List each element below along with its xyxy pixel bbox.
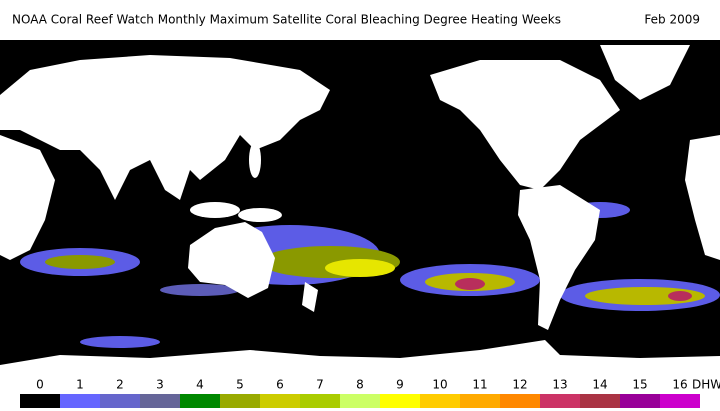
legend-swatch <box>660 394 700 408</box>
legend-label: 15 <box>632 378 647 392</box>
title: NOAA Coral Reef Watch Monthly Maximum Sa… <box>12 13 561 27</box>
legend-label: 6 <box>276 378 284 392</box>
legend-swatch <box>220 394 260 408</box>
legend-label: 8 <box>356 378 364 392</box>
legend-swatch <box>20 394 60 408</box>
legend-label: 16 <box>672 378 687 392</box>
legend-swatch <box>620 394 660 408</box>
legend-swatch <box>540 394 580 408</box>
legend-label: 14 <box>592 378 607 392</box>
legend-swatch <box>460 394 500 408</box>
legend-swatch <box>340 394 380 408</box>
legend-swatch <box>380 394 420 408</box>
legend-swatch <box>420 394 460 408</box>
legend-label: 0 <box>36 378 44 392</box>
legend-swatch <box>300 394 340 408</box>
legend-swatch <box>60 394 100 408</box>
legend-label: 5 <box>236 378 244 392</box>
legend-swatch <box>100 394 140 408</box>
map <box>0 40 720 375</box>
legend-swatch <box>260 394 300 408</box>
date: Feb 2009 <box>644 13 700 27</box>
legend: 0 1 2 3 4 5 6 7 8 9 10 11 12 13 14 15 16 DHW <box>20 378 720 408</box>
legend-label: 9 <box>396 378 404 392</box>
legend-swatch <box>140 394 180 408</box>
legend-label: 4 <box>196 378 204 392</box>
legend-swatch <box>500 394 540 408</box>
legend-swatch <box>180 394 220 408</box>
legend-unit: DHW <box>692 378 720 392</box>
legend-label: 3 <box>156 378 164 392</box>
legend-swatch <box>580 394 620 408</box>
legend-label: 11 <box>472 378 487 392</box>
legend-label: 10 <box>432 378 447 392</box>
legend-label: 13 <box>552 378 567 392</box>
legend-label: 2 <box>116 378 124 392</box>
legend-label: 12 <box>512 378 527 392</box>
legend-label: 1 <box>76 378 84 392</box>
legend-label: 7 <box>316 378 324 392</box>
